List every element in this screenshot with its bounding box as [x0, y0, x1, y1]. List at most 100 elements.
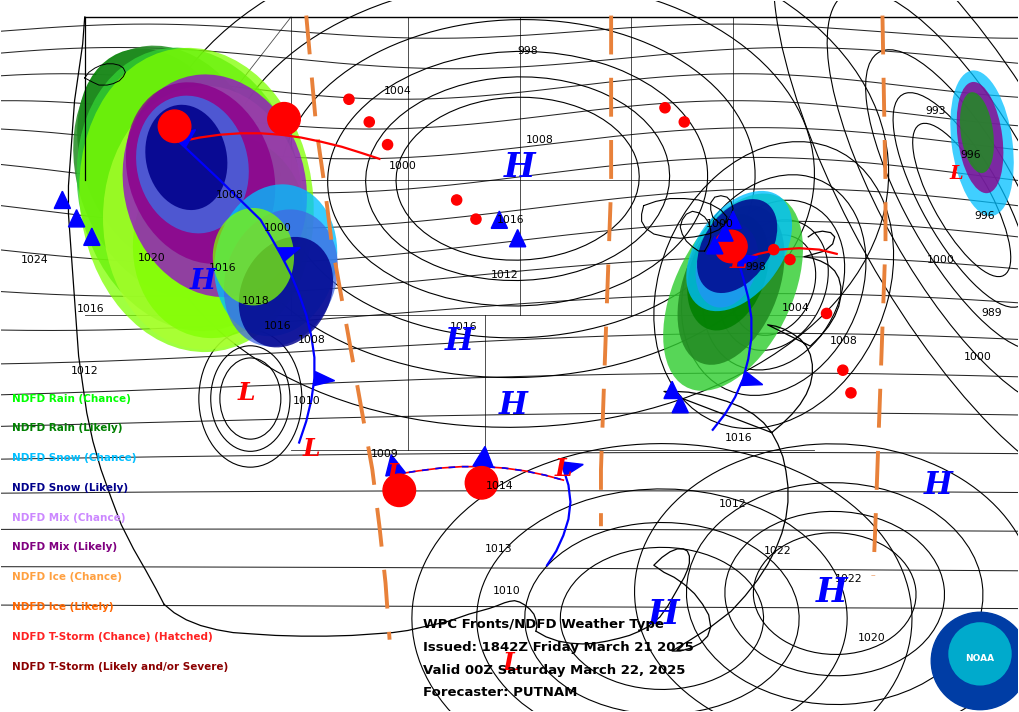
Text: 1024: 1024 — [21, 256, 49, 266]
Text: 1020: 1020 — [857, 632, 886, 642]
Text: WPC Fronts/NDFD Weather Type: WPC Fronts/NDFD Weather Type — [423, 619, 664, 632]
Text: L: L — [950, 165, 964, 184]
Text: Valid 00Z Saturday March 22, 2025: Valid 00Z Saturday March 22, 2025 — [423, 664, 686, 677]
Text: NDFD Snow (Likely): NDFD Snow (Likely) — [11, 483, 127, 493]
Text: NDFD Rain (Likely): NDFD Rain (Likely) — [11, 424, 122, 434]
Text: H: H — [648, 597, 680, 631]
Text: H: H — [190, 268, 216, 295]
Ellipse shape — [931, 612, 1019, 710]
Text: 1022: 1022 — [764, 546, 792, 556]
Text: 1016: 1016 — [209, 263, 236, 273]
Ellipse shape — [76, 48, 303, 331]
Ellipse shape — [686, 191, 792, 311]
Text: 996: 996 — [961, 150, 981, 160]
Text: 1000: 1000 — [706, 219, 734, 229]
Polygon shape — [314, 372, 334, 386]
Ellipse shape — [838, 365, 848, 375]
Ellipse shape — [951, 70, 1014, 216]
Polygon shape — [673, 395, 689, 413]
Ellipse shape — [957, 82, 1004, 193]
Ellipse shape — [471, 214, 481, 224]
Text: 1012: 1012 — [71, 366, 99, 376]
Text: 1009: 1009 — [371, 449, 398, 459]
Text: NDFD T-Storm (Chance) (Hatched): NDFD T-Storm (Chance) (Hatched) — [11, 632, 212, 642]
Text: L: L — [237, 381, 255, 405]
Polygon shape — [54, 192, 70, 209]
Text: 1020: 1020 — [138, 253, 166, 263]
Ellipse shape — [132, 135, 307, 338]
Text: NDFD Mix (Likely): NDFD Mix (Likely) — [11, 543, 117, 553]
Ellipse shape — [768, 244, 779, 255]
Text: 1004: 1004 — [384, 86, 412, 96]
Ellipse shape — [137, 95, 249, 234]
Text: 1016: 1016 — [450, 322, 478, 332]
Text: L: L — [303, 437, 320, 461]
Text: 998: 998 — [745, 262, 765, 273]
Text: L: L — [387, 462, 405, 486]
Polygon shape — [736, 254, 758, 268]
Text: 1022: 1022 — [836, 575, 863, 585]
Text: 1012: 1012 — [490, 270, 519, 280]
Text: 1008: 1008 — [829, 336, 858, 346]
Text: 1012: 1012 — [719, 499, 747, 509]
Ellipse shape — [785, 254, 795, 265]
Text: H: H — [444, 325, 473, 357]
Ellipse shape — [224, 209, 338, 347]
Text: NDFD Mix (Chance): NDFD Mix (Chance) — [11, 513, 125, 523]
Text: NDFD T-Storm (Likely and/or Severe): NDFD T-Storm (Likely and/or Severe) — [11, 661, 228, 671]
Text: 1004: 1004 — [783, 303, 810, 313]
Text: 993: 993 — [925, 106, 946, 116]
Text: NDFD Snow (Chance): NDFD Snow (Chance) — [11, 453, 137, 463]
Ellipse shape — [364, 117, 374, 127]
Ellipse shape — [697, 199, 777, 293]
Polygon shape — [664, 382, 681, 399]
Text: L: L — [554, 457, 573, 481]
Text: 1008: 1008 — [216, 190, 244, 200]
Ellipse shape — [714, 230, 747, 263]
Polygon shape — [716, 224, 733, 241]
Text: H: H — [504, 151, 535, 184]
Ellipse shape — [949, 622, 1012, 686]
Text: H: H — [499, 390, 528, 421]
Ellipse shape — [382, 140, 392, 150]
Text: 1000: 1000 — [926, 256, 955, 266]
Ellipse shape — [680, 117, 690, 127]
Polygon shape — [706, 236, 722, 254]
Ellipse shape — [383, 474, 416, 506]
Ellipse shape — [79, 48, 314, 352]
Ellipse shape — [678, 205, 785, 365]
Polygon shape — [68, 209, 85, 227]
Polygon shape — [84, 228, 100, 246]
Polygon shape — [725, 211, 741, 229]
Ellipse shape — [660, 103, 671, 112]
Ellipse shape — [466, 466, 498, 499]
Text: 1008: 1008 — [526, 135, 554, 145]
Text: 989: 989 — [981, 308, 1002, 318]
Ellipse shape — [696, 223, 758, 308]
Polygon shape — [510, 229, 526, 247]
Text: H: H — [816, 576, 848, 609]
Text: 1008: 1008 — [298, 335, 325, 345]
Text: 1010: 1010 — [492, 586, 521, 596]
Ellipse shape — [821, 308, 832, 318]
Text: 1014: 1014 — [485, 481, 514, 491]
Text: 1016: 1016 — [264, 320, 291, 330]
Text: 1018: 1018 — [242, 295, 269, 305]
Text: 1000: 1000 — [264, 224, 291, 234]
Ellipse shape — [663, 194, 803, 391]
Polygon shape — [491, 211, 507, 229]
Text: L: L — [502, 651, 521, 675]
Ellipse shape — [103, 85, 307, 350]
Text: 1000: 1000 — [389, 161, 417, 171]
Text: NDFD Ice (Chance): NDFD Ice (Chance) — [11, 572, 121, 582]
Ellipse shape — [158, 110, 191, 142]
Ellipse shape — [126, 83, 275, 263]
Polygon shape — [473, 446, 493, 467]
Ellipse shape — [146, 105, 227, 210]
Polygon shape — [173, 130, 196, 147]
Ellipse shape — [77, 48, 247, 269]
Text: Forecaster: PUTNAM: Forecaster: PUTNAM — [423, 686, 578, 699]
Ellipse shape — [213, 208, 294, 305]
Ellipse shape — [343, 94, 354, 105]
Polygon shape — [277, 248, 300, 261]
